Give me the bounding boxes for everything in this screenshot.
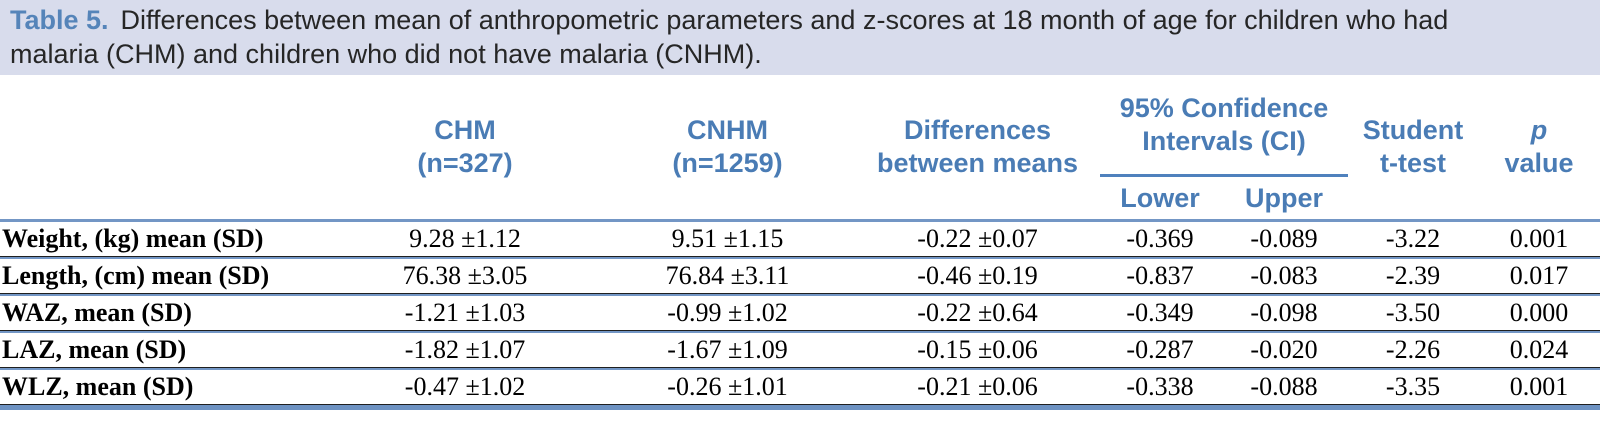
p-value-cell: 0.001 xyxy=(1478,222,1600,257)
p-value-cell: 0.001 xyxy=(1478,368,1600,405)
difference-value-cell: -0.21 ±0.06 xyxy=(855,368,1100,405)
col-header-ci-group: 95% Confidence Intervals (CI) xyxy=(1100,75,1348,177)
table-row-laz: LAZ, mean (SD) -1.82 ±1.07 -1.67 ±1.09 -… xyxy=(0,331,1600,368)
ttest-cell: -3.50 xyxy=(1348,294,1478,331)
p-value-cell: 0.024 xyxy=(1478,331,1600,368)
col-header-ci-lower: Lower xyxy=(1100,177,1220,222)
anthropometry-table: CHM (n=327) CNHM (n=1259) Differences be… xyxy=(0,75,1600,410)
row-label-cell: LAZ, mean (SD) xyxy=(0,331,330,368)
table-caption: Table 5. Differences between mean of anth… xyxy=(0,0,1600,75)
ci-upper-cell: -0.020 xyxy=(1220,331,1348,368)
p-value-cell: 0.000 xyxy=(1478,294,1600,331)
ttest-cell: -3.35 xyxy=(1348,368,1478,405)
cnhm-value-cell: 9.51 ±1.15 xyxy=(600,222,855,257)
ci-upper-cell: -0.089 xyxy=(1220,222,1348,257)
difference-value-cell: -0.46 ±0.19 xyxy=(855,257,1100,294)
p-value-cell: 0.017 xyxy=(1478,257,1600,294)
row-label-cell: WLZ, mean (SD) xyxy=(0,368,330,405)
cnhm-value-cell: 76.84 ±3.11 xyxy=(600,257,855,294)
row-label-cell: WAZ, mean (SD) xyxy=(0,294,330,331)
difference-value-cell: -0.22 ±0.64 xyxy=(855,294,1100,331)
ci-upper-cell: -0.088 xyxy=(1220,368,1348,405)
cnhm-value-cell: -0.26 ±1.01 xyxy=(600,368,855,405)
table-row-wlz: WLZ, mean (SD) -0.47 ±1.02 -0.26 ±1.01 -… xyxy=(0,368,1600,405)
col-header-differences: Differences between means xyxy=(855,75,1100,222)
chm-value-cell: 9.28 ±1.12 xyxy=(330,222,600,257)
row-label-cell: Weight, (kg) mean (SD) xyxy=(0,222,330,257)
ttest-cell: -2.26 xyxy=(1348,331,1478,368)
chm-value-cell: -1.82 ±1.07 xyxy=(330,331,600,368)
col-header-student-ttest: Student t-test xyxy=(1348,75,1478,222)
chm-value-cell: 76.38 ±3.05 xyxy=(330,257,600,294)
chm-value-cell: -1.21 ±1.03 xyxy=(330,294,600,331)
corner-cell xyxy=(0,75,330,222)
table-number: Table 5. xyxy=(10,5,109,35)
ci-lower-cell: -0.338 xyxy=(1100,368,1220,405)
table-body: Weight, (kg) mean (SD) 9.28 ±1.12 9.51 ±… xyxy=(0,222,1600,405)
col-header-p-value: p value xyxy=(1478,75,1600,222)
table-header: CHM (n=327) CNHM (n=1259) Differences be… xyxy=(0,75,1600,222)
table-row-waz: WAZ, mean (SD) -1.21 ±1.03 -0.99 ±1.02 -… xyxy=(0,294,1600,331)
cnhm-value-cell: -0.99 ±1.02 xyxy=(600,294,855,331)
ci-lower-cell: -0.837 xyxy=(1100,257,1220,294)
ci-lower-cell: -0.369 xyxy=(1100,222,1220,257)
cnhm-value-cell: -1.67 ±1.09 xyxy=(600,331,855,368)
ci-upper-cell: -0.083 xyxy=(1220,257,1348,294)
col-header-ci-upper: Upper xyxy=(1220,177,1348,222)
table-row-length: Length, (cm) mean (SD) 76.38 ±3.05 76.84… xyxy=(0,257,1600,294)
col-header-cnhm: CNHM (n=1259) xyxy=(600,75,855,222)
ttest-cell: -2.39 xyxy=(1348,257,1478,294)
table-row-weight: Weight, (kg) mean (SD) 9.28 ±1.12 9.51 ±… xyxy=(0,222,1600,257)
table-caption-text: Differences between mean of anthropometr… xyxy=(10,5,1449,69)
difference-value-cell: -0.22 ±0.07 xyxy=(855,222,1100,257)
ci-lower-cell: -0.349 xyxy=(1100,294,1220,331)
ci-upper-cell: -0.098 xyxy=(1220,294,1348,331)
row-label-cell: Length, (cm) mean (SD) xyxy=(0,257,330,294)
col-header-chm: CHM (n=327) xyxy=(330,75,600,222)
difference-value-cell: -0.15 ±0.06 xyxy=(855,331,1100,368)
ttest-cell: -3.22 xyxy=(1348,222,1478,257)
ci-lower-cell: -0.287 xyxy=(1100,331,1220,368)
chm-value-cell: -0.47 ±1.02 xyxy=(330,368,600,405)
